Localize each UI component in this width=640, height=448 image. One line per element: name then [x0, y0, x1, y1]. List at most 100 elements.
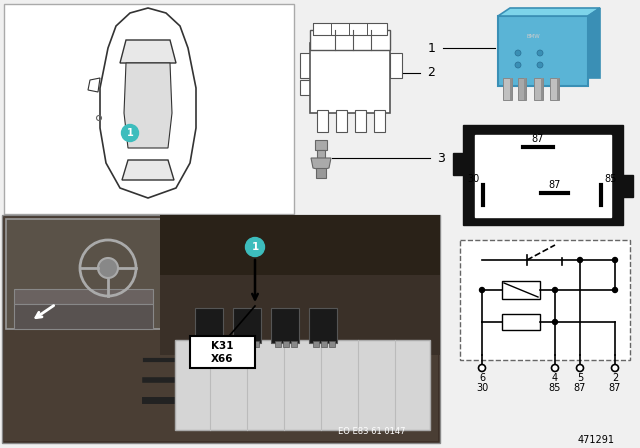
Bar [283, 341, 289, 347]
Bar [6, 219, 161, 329]
Text: 87: 87 [574, 383, 586, 393]
Bar [316, 168, 326, 178]
Bar [390, 53, 402, 78]
Text: EO E83 61 0147: EO E83 61 0147 [337, 427, 405, 436]
PathPatch shape [122, 160, 174, 180]
Bar [207, 341, 213, 347]
Bar [245, 341, 251, 347]
Bar [313, 23, 387, 35]
Circle shape [479, 365, 486, 371]
Text: 2: 2 [612, 373, 618, 383]
Bar [271, 308, 299, 343]
Text: 85: 85 [549, 383, 561, 393]
Bar [374, 110, 385, 132]
Polygon shape [498, 8, 600, 16]
Circle shape [515, 62, 521, 68]
Text: 87: 87 [549, 180, 561, 190]
Circle shape [552, 365, 559, 371]
Circle shape [612, 258, 618, 263]
Bar [355, 110, 366, 132]
Text: 2: 2 [427, 66, 435, 79]
Bar [524, 78, 526, 100]
Text: 6: 6 [479, 373, 485, 383]
Bar [14, 289, 153, 304]
Text: BMW: BMW [526, 34, 540, 39]
Bar [2, 215, 440, 443]
Bar [195, 308, 223, 343]
PathPatch shape [124, 63, 172, 148]
Circle shape [122, 125, 138, 142]
Bar [313, 341, 319, 347]
Text: 87: 87 [609, 383, 621, 393]
Bar [550, 78, 559, 100]
Bar [475, 135, 611, 217]
Text: 85: 85 [605, 174, 617, 184]
Bar [160, 275, 440, 355]
Bar [309, 308, 337, 343]
Bar [534, 78, 543, 100]
Bar [253, 341, 259, 347]
Circle shape [479, 288, 484, 293]
Bar [463, 125, 623, 225]
Bar [541, 78, 543, 100]
Text: 3: 3 [437, 151, 445, 164]
Bar [275, 341, 281, 347]
Circle shape [552, 319, 557, 324]
PathPatch shape [120, 40, 176, 63]
Bar [233, 308, 261, 343]
Bar [336, 110, 347, 132]
Bar [503, 78, 512, 100]
Circle shape [552, 288, 557, 293]
Bar [518, 78, 526, 100]
Bar [315, 140, 327, 150]
Text: K31: K31 [211, 341, 234, 351]
Bar [453, 153, 466, 175]
Circle shape [577, 365, 584, 371]
Circle shape [577, 258, 582, 263]
Text: 30: 30 [476, 383, 488, 393]
Text: 1: 1 [252, 242, 259, 252]
PathPatch shape [88, 78, 100, 92]
Circle shape [537, 50, 543, 56]
Bar [321, 341, 327, 347]
Text: 1: 1 [428, 42, 436, 55]
Bar [310, 30, 390, 50]
Bar [310, 43, 390, 113]
PathPatch shape [100, 8, 196, 198]
Bar [498, 16, 588, 86]
Circle shape [515, 50, 521, 56]
Bar [502, 281, 540, 299]
Circle shape [611, 365, 618, 371]
Bar [14, 304, 153, 329]
Bar [215, 341, 221, 347]
Bar [460, 240, 630, 360]
Bar [4, 4, 294, 214]
Bar [317, 110, 328, 132]
Circle shape [612, 288, 618, 293]
Polygon shape [311, 158, 331, 170]
Bar [620, 175, 633, 197]
Text: 1: 1 [127, 128, 133, 138]
Bar [502, 314, 540, 330]
Bar [175, 340, 430, 430]
Bar [300, 80, 312, 95]
Text: 30: 30 [467, 174, 479, 184]
Text: X66: X66 [211, 354, 234, 364]
Text: 4: 4 [552, 373, 558, 383]
Bar [329, 341, 335, 347]
Polygon shape [588, 8, 600, 78]
Text: 5: 5 [577, 373, 583, 383]
Text: 471291: 471291 [578, 435, 615, 445]
Bar [237, 341, 243, 347]
Bar [160, 215, 440, 275]
Bar [4, 217, 438, 441]
Bar [190, 336, 255, 368]
Circle shape [98, 258, 118, 278]
Bar [510, 78, 512, 100]
Text: 87: 87 [532, 134, 544, 144]
Bar [557, 78, 559, 100]
Bar [199, 341, 205, 347]
Circle shape [246, 237, 264, 257]
Bar [317, 150, 325, 158]
Circle shape [537, 62, 543, 68]
